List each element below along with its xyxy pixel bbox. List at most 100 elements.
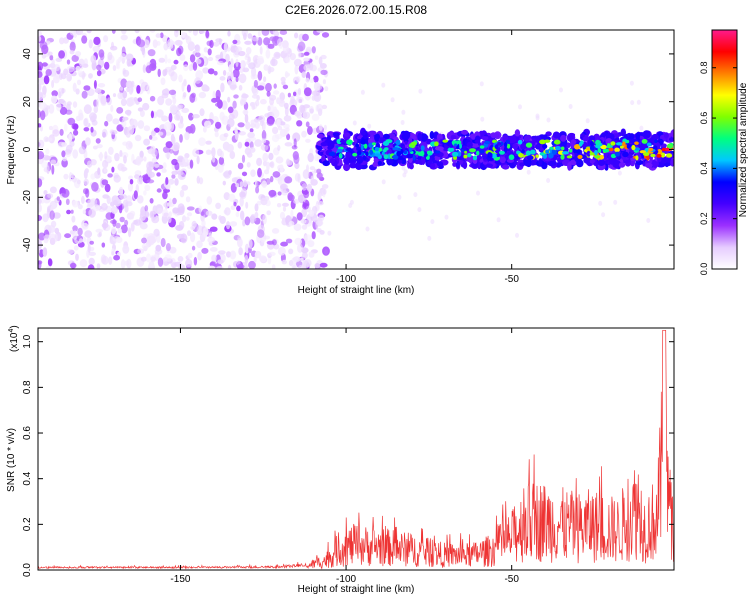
noise-blob	[286, 133, 291, 141]
signal-peak	[516, 150, 520, 155]
signal-peak	[666, 143, 674, 149]
noise-blob	[198, 91, 207, 99]
noise-blob	[143, 190, 147, 196]
signal-blob	[461, 129, 469, 135]
signal-blob	[651, 133, 659, 141]
signal-peak	[420, 150, 425, 157]
noise-blob	[163, 212, 169, 218]
signal-peak	[477, 142, 482, 146]
noise-blob	[111, 30, 116, 34]
noise-blob	[282, 44, 290, 54]
noise-blob	[38, 199, 42, 204]
noise-blob	[129, 179, 134, 185]
signal-peak	[566, 155, 573, 159]
noise-blob	[232, 39, 238, 45]
noise-blob	[162, 162, 167, 169]
noise-blob	[161, 168, 167, 173]
noise-blob	[95, 138, 101, 144]
noise-blob	[49, 54, 54, 61]
noise-blob	[122, 90, 128, 99]
signal-blob	[588, 135, 596, 142]
noise-blob	[365, 226, 370, 232]
signal-peak	[595, 139, 601, 146]
noise-blob	[137, 120, 145, 129]
noise-blob	[277, 38, 282, 47]
signal-peak	[634, 141, 639, 145]
noise-blob	[275, 156, 284, 164]
noise-blob	[279, 30, 288, 35]
signal-peak	[412, 154, 416, 161]
noise-blob	[66, 59, 71, 65]
signal-peak	[626, 143, 631, 149]
noise-blob	[49, 210, 55, 220]
noise-blob	[231, 177, 239, 183]
signal-peak	[369, 149, 374, 155]
noise-blob	[88, 251, 96, 256]
signal-peak	[607, 143, 611, 149]
noise-blob	[168, 211, 172, 218]
noise-blob	[288, 248, 294, 255]
noise-blob	[201, 84, 209, 92]
noise-blob	[273, 90, 280, 95]
noise-blob	[98, 231, 102, 237]
signal-peak	[327, 145, 332, 150]
noise-blob	[235, 58, 239, 68]
noise-blob	[45, 69, 52, 76]
noise-blob	[250, 213, 256, 220]
noise-blob	[73, 123, 79, 131]
noise-blob	[81, 222, 89, 230]
noise-blob	[126, 53, 134, 62]
colorbar: 0.0 0.2 0.4 0.6 0.8 Normalized spectral ampl…	[699, 29, 749, 275]
snr-x-label: Height of straight line (km)	[298, 584, 415, 595]
noise-blob	[254, 203, 259, 212]
noise-blob	[83, 118, 88, 127]
noise-blob	[85, 137, 91, 146]
noise-blob	[313, 95, 320, 101]
signal-peak	[545, 149, 550, 154]
noise-blob	[257, 70, 263, 81]
noise-blob	[249, 147, 256, 153]
noise-blob	[272, 171, 281, 178]
noise-blob	[69, 41, 76, 52]
noise-blob	[67, 117, 76, 126]
signal-peak	[476, 150, 480, 156]
noise-blob	[224, 207, 231, 216]
noise-blob	[78, 58, 85, 67]
noise-blob	[245, 201, 249, 209]
noise-blob	[277, 246, 286, 256]
noise-blob	[172, 97, 177, 105]
noise-blob	[143, 125, 151, 132]
noise-blob	[64, 123, 68, 132]
noise-blob	[113, 174, 121, 183]
noise-blob	[107, 173, 113, 178]
noise-blob	[239, 98, 244, 107]
noise-blob	[83, 104, 92, 115]
noise-blob	[319, 262, 328, 268]
noise-blob	[121, 119, 127, 128]
noise-blob	[400, 120, 405, 125]
noise-blob	[38, 83, 42, 92]
signal-peak	[635, 155, 639, 161]
noise-blob	[247, 131, 255, 139]
noise-blob	[237, 235, 242, 241]
signal-peak	[622, 141, 626, 148]
noise-blob	[150, 130, 156, 137]
noise-blob	[251, 36, 259, 42]
signal-peak	[492, 153, 497, 159]
noise-blob	[234, 127, 238, 134]
noise-blob	[43, 75, 50, 85]
figure-title: C2E6.2026.072.00.15.R08	[285, 3, 427, 17]
noise-blob	[69, 262, 77, 269]
noise-blob	[143, 156, 147, 162]
signal-peak	[526, 155, 534, 161]
signal-blob	[642, 130, 651, 139]
noise-blob	[188, 64, 193, 72]
signal-peak	[355, 143, 359, 148]
noise-blob	[51, 58, 55, 68]
signal-peak	[614, 151, 621, 157]
noise-blob	[178, 264, 186, 269]
noise-blob	[218, 215, 222, 221]
noise-blob	[83, 85, 91, 91]
signal-peak	[542, 144, 548, 149]
noise-blob	[237, 122, 245, 128]
